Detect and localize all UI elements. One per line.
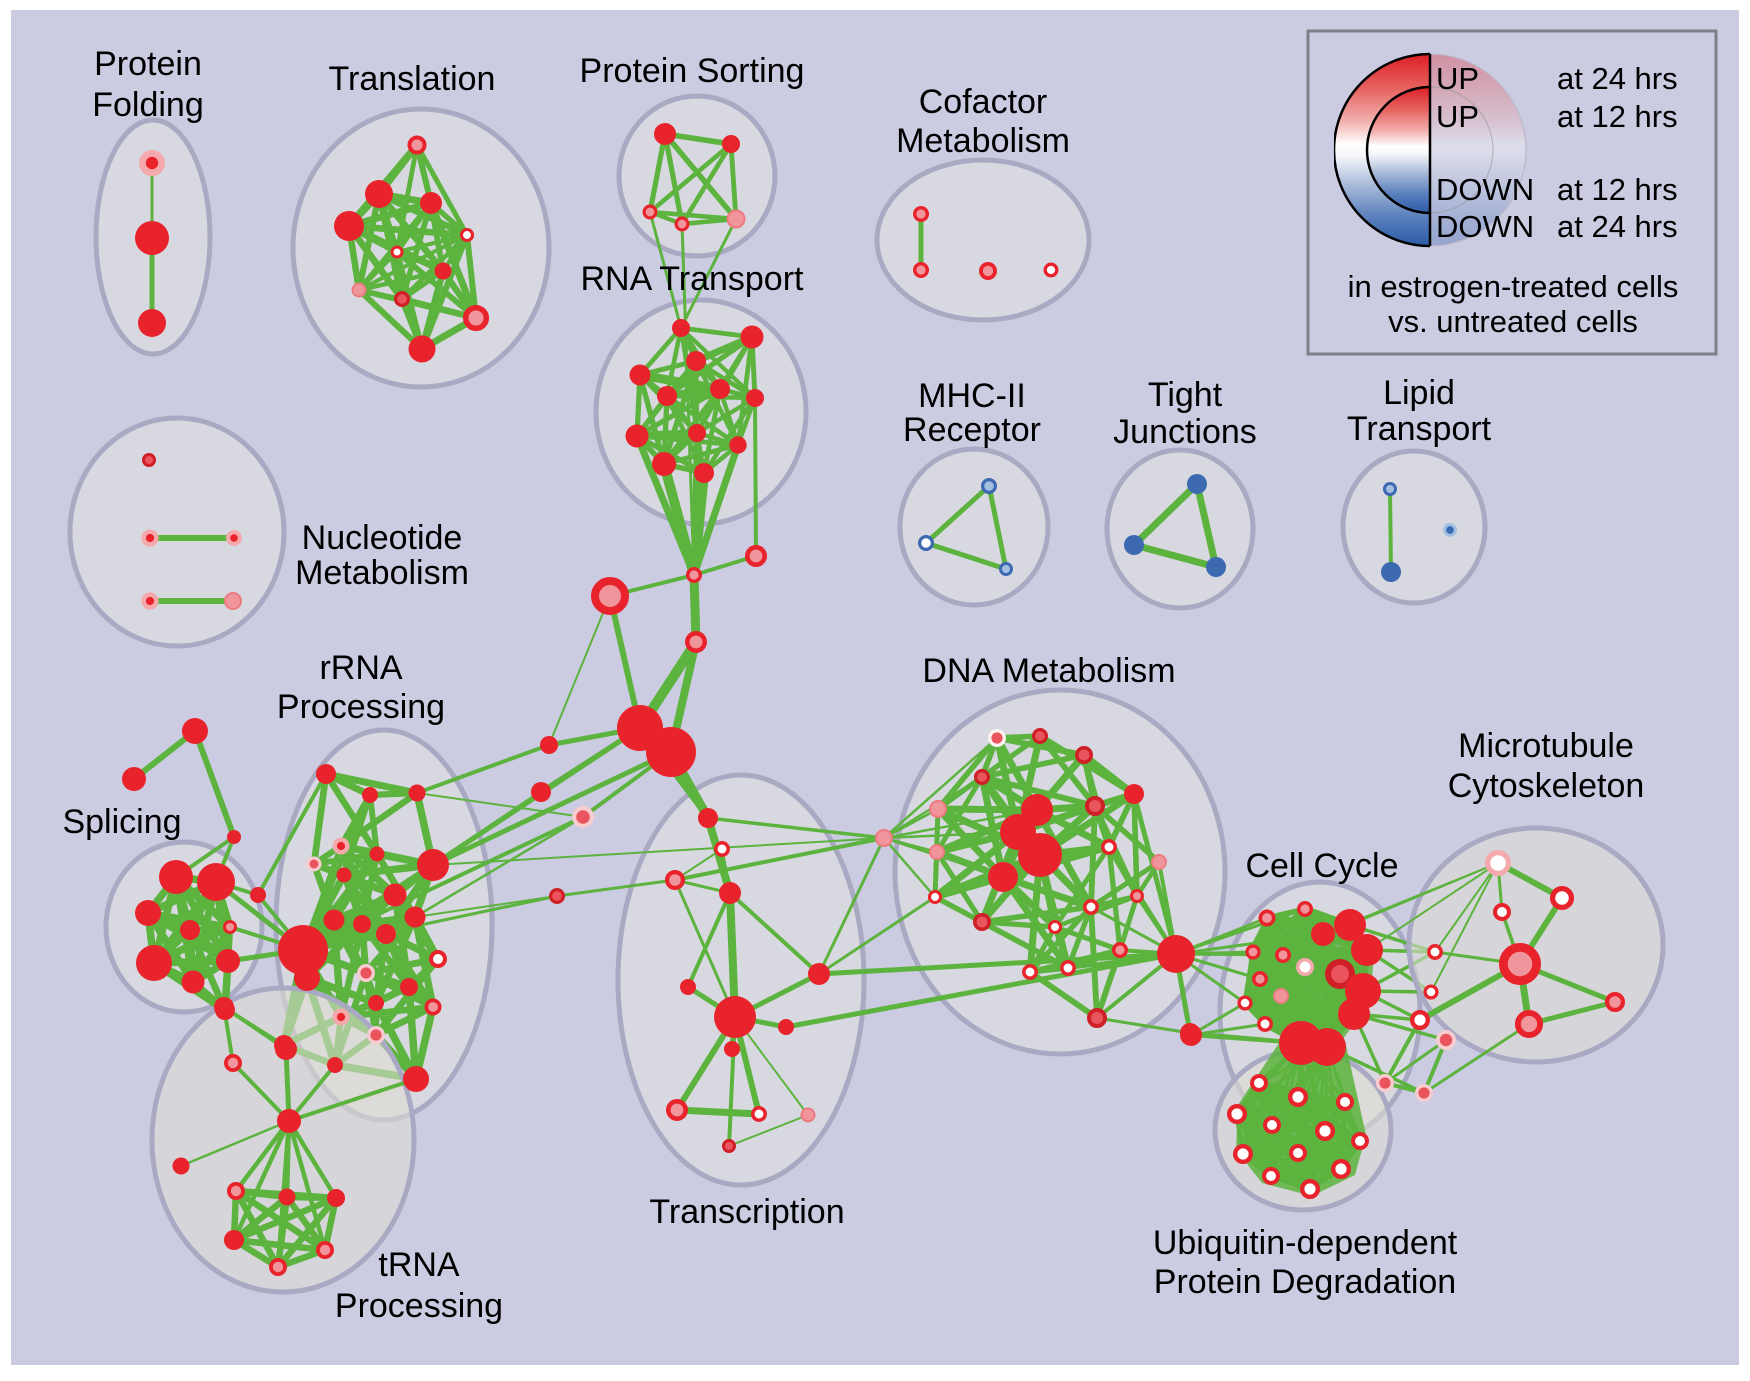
svg-text:Metabolism: Metabolism [896, 122, 1070, 160]
svg-text:Protein Degradation: Protein Degradation [1154, 1263, 1456, 1301]
svg-text:Processing: Processing [277, 688, 445, 726]
svg-text:Nucleotide: Nucleotide [302, 519, 463, 557]
svg-text:Processing: Processing [335, 1287, 503, 1325]
svg-text:MHC-II: MHC-II [918, 377, 1026, 415]
svg-text:UP: UP [1436, 99, 1479, 134]
svg-text:Transcription: Transcription [649, 1193, 844, 1231]
svg-text:Cofactor: Cofactor [919, 83, 1048, 121]
svg-text:Folding: Folding [92, 86, 204, 124]
svg-text:Protein: Protein [94, 45, 202, 83]
svg-text:Translation: Translation [329, 60, 496, 98]
svg-text:in estrogen-treated cells: in estrogen-treated cells [1348, 269, 1679, 304]
svg-text:UP: UP [1436, 61, 1479, 96]
svg-text:Junctions: Junctions [1113, 413, 1257, 451]
svg-text:RNA Transport: RNA Transport [581, 260, 805, 298]
svg-text:tRNA: tRNA [378, 1246, 460, 1284]
svg-text:Metabolism: Metabolism [295, 554, 469, 592]
svg-text:at 12 hrs: at 12 hrs [1557, 99, 1678, 134]
svg-text:Splicing: Splicing [62, 803, 181, 841]
svg-text:DNA Metabolism: DNA Metabolism [922, 652, 1175, 690]
svg-text:rRNA: rRNA [319, 649, 402, 687]
svg-text:DOWN: DOWN [1436, 172, 1534, 207]
svg-text:vs. untreated cells: vs. untreated cells [1388, 304, 1638, 339]
svg-text:DOWN: DOWN [1436, 209, 1534, 244]
svg-text:Tight: Tight [1148, 376, 1223, 414]
svg-text:Cell Cycle: Cell Cycle [1245, 847, 1398, 885]
svg-text:Ubiquitin-dependent: Ubiquitin-dependent [1153, 1224, 1458, 1262]
svg-text:at 24 hrs: at 24 hrs [1557, 209, 1678, 244]
svg-text:Protein Sorting: Protein Sorting [580, 52, 805, 90]
svg-text:Receptor: Receptor [903, 411, 1041, 449]
svg-text:Transport: Transport [1347, 410, 1492, 448]
svg-text:at 24 hrs: at 24 hrs [1557, 61, 1678, 96]
svg-text:at 12 hrs: at 12 hrs [1557, 172, 1678, 207]
svg-text:Lipid: Lipid [1383, 374, 1455, 412]
svg-text:Cytoskeleton: Cytoskeleton [1448, 767, 1645, 805]
svg-text:Microtubule: Microtubule [1458, 727, 1634, 765]
